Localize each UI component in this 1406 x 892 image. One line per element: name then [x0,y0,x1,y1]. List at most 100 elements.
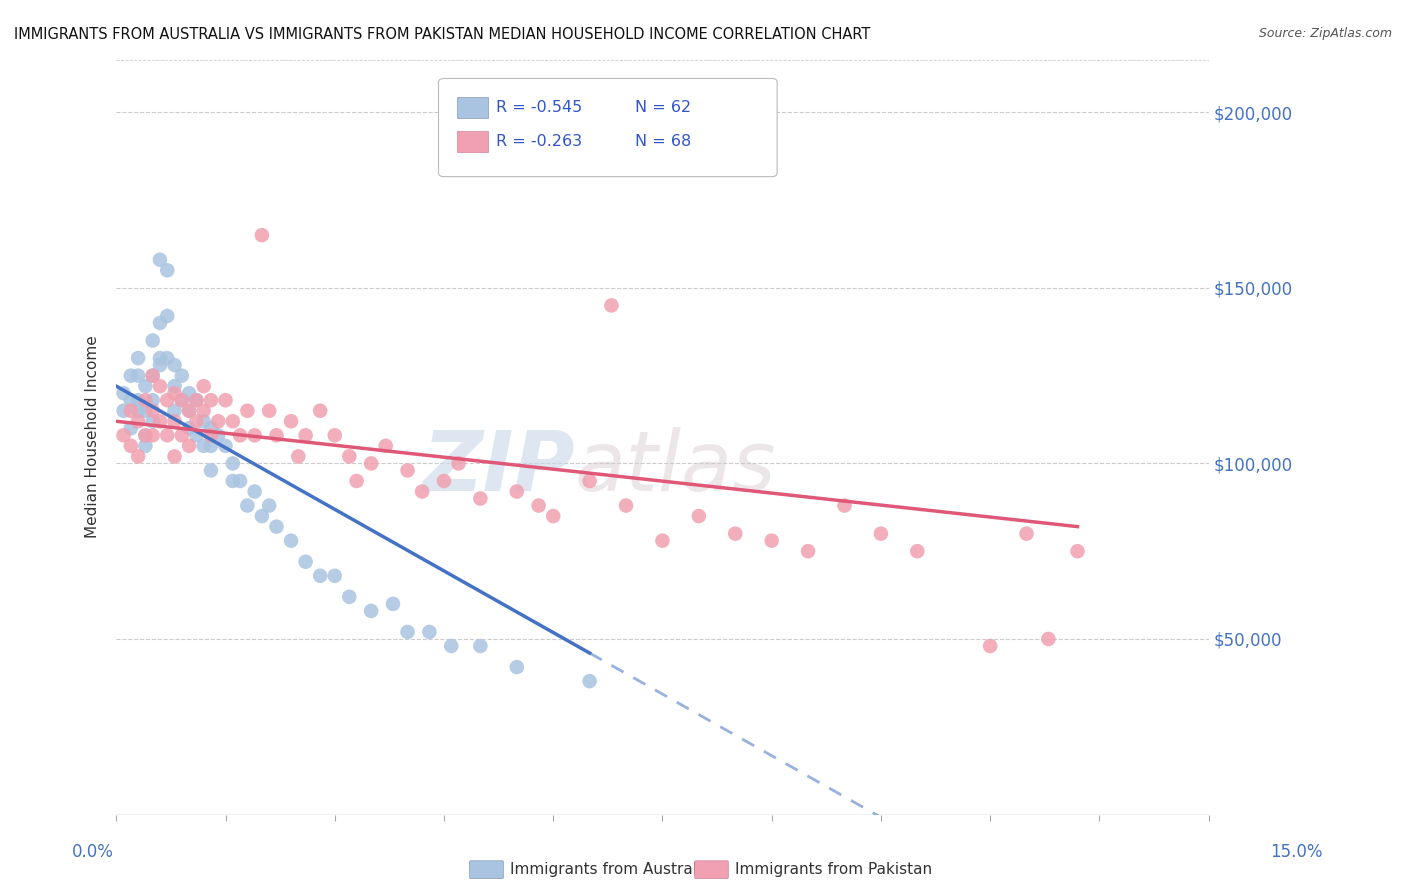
Point [134,428,156,442]
Point [243,484,266,499]
Point [323,568,346,582]
Point [323,428,346,442]
Text: 15.0%: 15.0% [1270,843,1323,861]
Point [156,393,179,408]
Point [142,393,165,408]
Point [294,428,316,442]
Point [447,457,470,471]
Point [309,403,332,417]
Point [142,403,165,417]
Point [127,393,149,408]
Point [142,334,165,348]
Point [127,403,149,417]
Point [177,386,200,401]
Point [207,428,229,442]
Point [243,428,266,442]
Point [346,474,368,488]
Point [127,368,149,383]
Point [541,509,564,524]
Point [149,252,172,267]
Point [250,228,273,243]
Point [236,403,259,417]
Point [193,414,215,428]
Point [112,403,135,417]
Point [149,358,172,372]
Point [177,421,200,435]
Point [163,386,186,401]
Point [724,526,747,541]
Point [112,386,135,401]
FancyBboxPatch shape [439,78,778,177]
Point [120,421,142,435]
Point [163,450,186,464]
Point [360,604,382,618]
Point [229,474,252,488]
Point [374,439,396,453]
Point [127,450,149,464]
Point [142,414,165,428]
Point [761,533,783,548]
Point [396,624,419,639]
Point [222,414,245,428]
Point [163,379,186,393]
Point [163,414,186,428]
Point [120,368,142,383]
Point [142,428,165,442]
Point [134,428,156,442]
Point [979,639,1001,653]
Point [834,499,856,513]
Point [177,403,200,417]
Point [200,428,222,442]
Point [250,509,273,524]
Point [163,358,186,372]
Point [134,403,156,417]
Point [280,533,302,548]
Point [149,351,172,365]
Text: R = -0.263: R = -0.263 [496,134,582,149]
Point [170,393,193,408]
Point [418,624,440,639]
Point [200,421,222,435]
Text: Immigrants from Pakistan: Immigrants from Pakistan [735,863,932,877]
Point [382,597,405,611]
Point [134,393,156,408]
Point [797,544,820,558]
Point [266,519,288,533]
Point [156,263,179,277]
Point [433,474,456,488]
Point [186,393,208,408]
Point [470,491,492,506]
Text: 0.0%: 0.0% [72,843,114,861]
Point [214,393,236,408]
Point [578,674,600,689]
Text: atlas: atlas [575,426,776,508]
Point [127,414,149,428]
Point [470,639,492,653]
Point [134,439,156,453]
Point [163,403,186,417]
Point [156,309,179,323]
Point [120,403,142,417]
Point [170,428,193,442]
Point [257,403,280,417]
Y-axis label: Median Household Income: Median Household Income [86,335,100,539]
Point [193,403,215,417]
Bar [457,96,488,118]
Text: R = -0.545: R = -0.545 [496,100,582,115]
Point [214,439,236,453]
Point [112,428,135,442]
Point [527,499,550,513]
Point [1038,632,1060,646]
Point [186,393,208,408]
Point [506,660,529,674]
Point [156,351,179,365]
Point [294,555,316,569]
Point [1066,544,1088,558]
Point [309,568,332,582]
Point [337,450,360,464]
Point [142,368,165,383]
Point [177,439,200,453]
Point [170,368,193,383]
Point [170,393,193,408]
Point [236,499,259,513]
